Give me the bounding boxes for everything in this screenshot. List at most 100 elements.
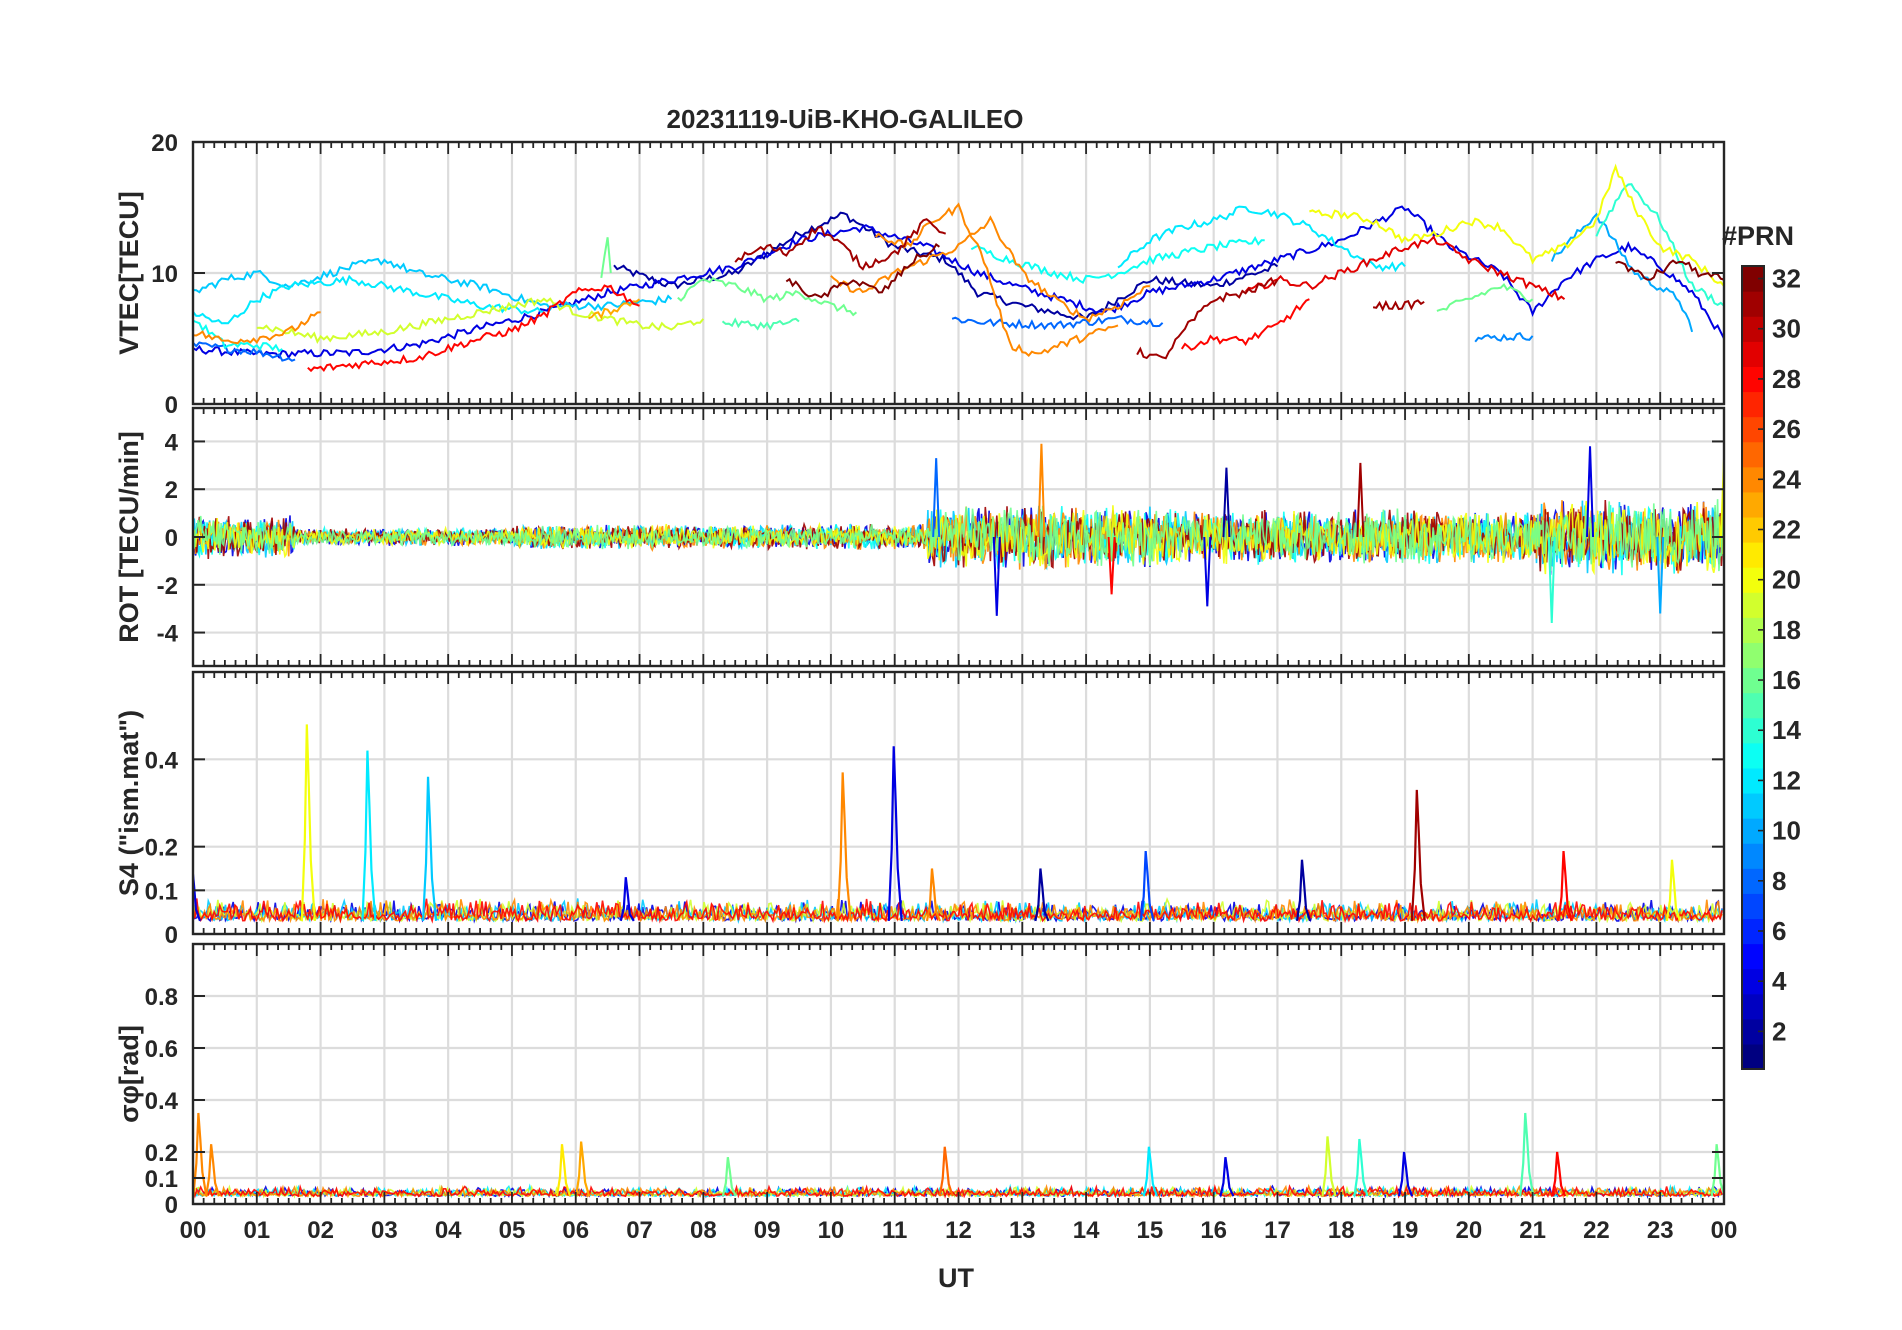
colorbar-tick-label: 18: [1772, 615, 1801, 645]
colorbar-tick-label: 24: [1772, 464, 1801, 494]
vtec-line-prn-32: [1615, 259, 1724, 281]
colorbar-tick-label: 10: [1772, 816, 1801, 846]
s4-spike-prn-2: [1034, 868, 1050, 922]
vtec-line-prn-24: [874, 202, 1119, 358]
s4-y-tick-label: 0: [165, 922, 178, 949]
vtec-line-prn-23: [588, 298, 641, 320]
s4-spike-prn-31: [1410, 789, 1426, 922]
x-tick-label: 01: [243, 1217, 270, 1244]
x-tick-label: 04: [435, 1217, 462, 1244]
sigma-y-tick-label: 0.2: [145, 1140, 178, 1167]
chart-title: 20231119-UiB-KHO-GALILEO: [667, 104, 1024, 134]
sigma-spike-prn-28: [1551, 1151, 1567, 1197]
colorbar-segment-prn-2: [1742, 1018, 1764, 1045]
x-tick-label: 10: [818, 1217, 845, 1244]
x-tick-label: 19: [1392, 1217, 1419, 1244]
rot-spike-prn-4: [1203, 536, 1212, 607]
vtec-y-tick-label: 20: [151, 130, 178, 157]
colorbar-segment-prn-1: [1742, 1043, 1764, 1070]
vtec-line-prn-14: [1595, 183, 1724, 307]
vtec-line-prn-2: [613, 211, 1279, 321]
colorbar-segment-prn-9: [1742, 843, 1764, 869]
vtec-x-ticks: [192, 142, 1725, 404]
rot-y-tick-label: -4: [157, 621, 179, 648]
x-tick-label: 12: [945, 1217, 972, 1244]
vtec-line-prn-11: [193, 257, 673, 312]
vtec-line-prn-20: [1309, 163, 1724, 287]
colorbar-segment-prn-30: [1742, 316, 1764, 342]
colorbar-segment-prn-11: [1742, 792, 1764, 819]
vtec-line-prn-12: [1117, 205, 1406, 273]
rot-spike-prn-31: [1356, 462, 1365, 538]
x-tick-label: 00: [180, 1217, 207, 1244]
s4-x-ticks: [192, 672, 1725, 934]
rot-spike-prn-8: [932, 458, 941, 538]
x-tick-label: 15: [1137, 1217, 1164, 1244]
x-tick-label: 21: [1519, 1217, 1546, 1244]
colorbar-segment-prn-21: [1742, 542, 1764, 568]
s4-y-tick-label: 0.1: [145, 878, 178, 905]
vtec-line-prn-31: [1136, 276, 1279, 360]
panel-sigma: 00.10.2 0.4 0.6 0.8σφ[rad] 00 01 02 03 04 05 06 07 0…: [114, 942, 1737, 1244]
rot-y-tick-label: -2: [157, 573, 178, 600]
rot-x-ticks: [192, 408, 1725, 666]
vtec-line-prn-28: [307, 284, 640, 373]
s4-spike-prn-7: [1139, 850, 1155, 922]
s4-series: [193, 724, 1723, 924]
rot-spike-prn-4: [992, 536, 1001, 616]
vtec-line-prn-4: [193, 205, 1724, 360]
colorbar-segment-prn-14: [1742, 717, 1764, 744]
vtec-y-tick-label: 10: [151, 261, 178, 288]
colorbar-segment-prn-8: [1742, 868, 1764, 894]
s4-line-prn-24: [193, 896, 1723, 924]
rot-line-prn-16: [193, 499, 1724, 572]
sigma-spike-prn-24: [193, 1112, 208, 1197]
vtec-line-prn-24: [830, 215, 1150, 323]
colorbar-segment-prn-3: [1742, 993, 1764, 1020]
colorbar-tick-label: 8: [1772, 866, 1786, 896]
x-tick-label: 23: [1647, 1217, 1674, 1244]
s4-spike-prn-2: [1295, 859, 1312, 922]
colorbar-tick-label: 16: [1772, 665, 1801, 695]
colorbar-segment-prn-24: [1742, 466, 1764, 493]
rot-spike-prn-28: [1107, 536, 1116, 595]
x-tick-label: 11: [882, 1217, 907, 1244]
s4-spike-prn-4: [619, 877, 635, 922]
x-tick-label: 22: [1583, 1217, 1610, 1244]
vtec-line-prn-16: [600, 237, 612, 279]
s4-spike-prn-4: [193, 864, 202, 922]
vtec-line-prn-19: [256, 297, 705, 344]
s4-spike-prn-11: [421, 776, 438, 922]
colorbar-segment-prn-17: [1742, 642, 1764, 669]
s4-y-tick-label: 0.4: [145, 747, 179, 774]
colorbar-segment-prn-13: [1742, 742, 1764, 769]
vtec-line-prn-31: [1372, 299, 1425, 312]
colorbar-segment-prn-23: [1742, 491, 1764, 518]
sigma-spike-prn-14: [1353, 1138, 1369, 1197]
colorbar-tick-label: 28: [1772, 364, 1801, 394]
colorbar-segment-prn-12: [1742, 767, 1764, 794]
s4-y-tick-label: 0.2: [145, 835, 178, 862]
sigma-spike-prn-12: [1142, 1146, 1158, 1197]
s4-y-axis-label: S4 ("ism.mat"): [114, 710, 144, 896]
rot-y-tick-label: 0: [165, 525, 178, 552]
vtec-line-prn-31: [734, 218, 947, 271]
sigma-spike-prn-15: [1519, 1112, 1535, 1197]
colorbar-tick-label: 30: [1772, 314, 1801, 344]
s4-spike-prn-4: [887, 746, 903, 921]
s4-spike-prn-12: [361, 750, 377, 921]
x-tick-label: 18: [1328, 1217, 1355, 1244]
colorbar-segment-prn-4: [1742, 968, 1764, 995]
colorbar-tick-label: 6: [1772, 916, 1786, 946]
s4-spike-prn-24: [925, 868, 942, 922]
vtec-line-prn-29: [1244, 235, 1566, 302]
x-tick-label: 06: [562, 1217, 589, 1244]
vtec-line-prn-8: [193, 341, 296, 362]
panel-vtec: 0 10 20 VTEC[TECU]: [114, 130, 1726, 419]
rot-series: [193, 443, 1724, 624]
sigma-y-tick-label: 0.8: [145, 984, 178, 1011]
sigma-spike-prn-16: [721, 1157, 737, 1197]
sigma-x-ticks: [192, 944, 1725, 1204]
